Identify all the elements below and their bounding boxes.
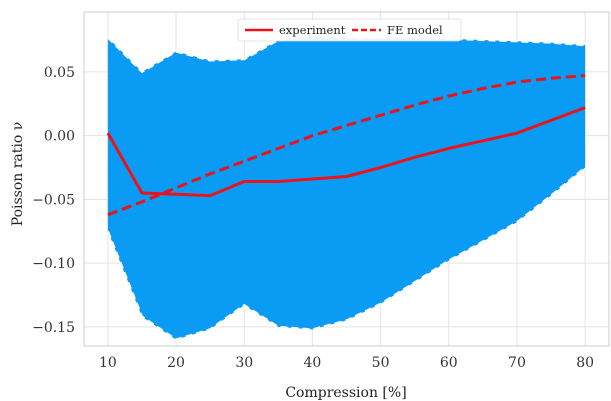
y-tick-label: −0.10 [32,256,75,272]
uncertainty-band [107,36,586,340]
legend: experiment FE model [237,18,462,42]
plot-frame [83,11,610,347]
legend-box [237,18,462,42]
legend-fe-model-label: FE model [387,23,443,37]
x-tick-label: 50 [372,355,390,371]
series-layer [106,74,586,217]
y-tick-label: 0.00 [44,129,75,145]
x-tick-label: 30 [235,355,253,371]
y-tick-labels: −0.15 −0.10 −0.05 0.00 0.05 [32,65,75,336]
y-tick-label: −0.15 [32,320,75,336]
band-lower-edge [106,166,586,341]
experiment-line [106,106,586,198]
y-tick-label: −0.05 [32,192,75,208]
x-axis-label: Compression [%] [285,385,406,401]
x-tick-label: 70 [508,355,526,371]
y-tick-label: 0.05 [44,65,75,81]
legend-experiment-label: experiment [279,23,346,37]
x-tick-labels: 10 20 30 40 50 60 70 80 [99,355,594,371]
y-axis-label: Poisson ratio ν [10,122,26,227]
x-tick-label: 20 [167,355,185,371]
x-tick-label: 80 [576,355,594,371]
x-tick-label: 60 [440,355,458,371]
x-tick-label: 10 [99,355,117,371]
x-tick-label: 40 [303,355,321,371]
